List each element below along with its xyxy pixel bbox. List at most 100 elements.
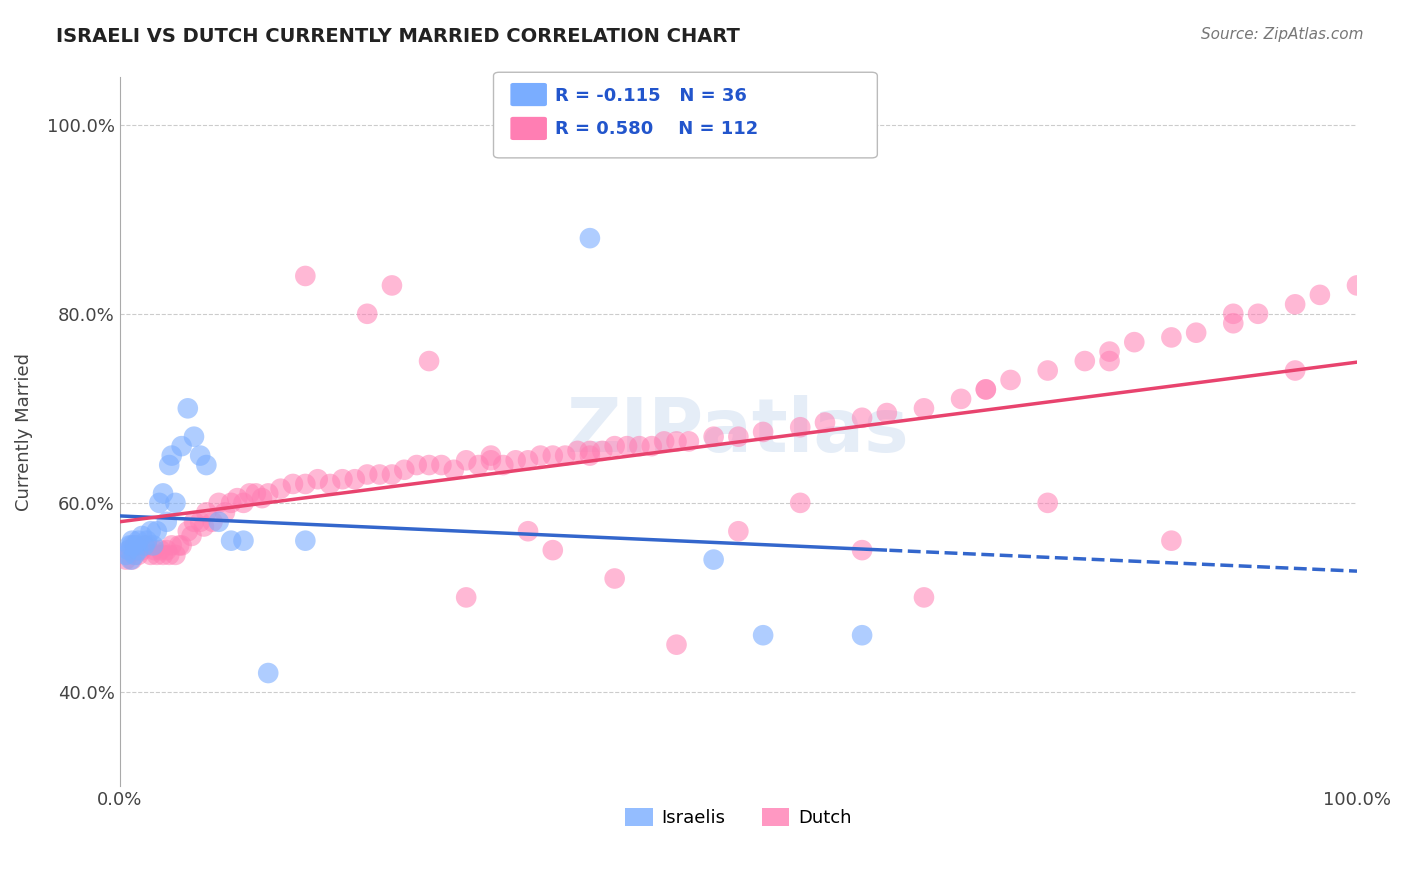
Point [139, 524, 162, 539]
Point [219, 496, 242, 510]
Point [165, 496, 187, 510]
Point [127, 533, 149, 548]
Point [381, 278, 404, 293]
Point [579, 443, 602, 458]
Point [1185, 326, 1208, 340]
Point [127, 543, 149, 558]
Point [591, 443, 613, 458]
Point [554, 449, 576, 463]
Point [219, 533, 242, 548]
Point [118, 538, 141, 552]
Point [156, 543, 179, 558]
Point [149, 543, 172, 558]
Point [136, 533, 159, 548]
Point [117, 543, 139, 558]
Point [974, 383, 997, 397]
Point [124, 538, 146, 552]
Point [492, 458, 515, 472]
Point [665, 434, 688, 449]
Point [250, 491, 273, 505]
Point [170, 538, 193, 552]
Point [789, 420, 811, 434]
Point [134, 538, 156, 552]
Point [1160, 533, 1182, 548]
Point [131, 543, 153, 558]
Point [148, 496, 170, 510]
Point [851, 543, 873, 558]
Point [118, 543, 141, 558]
Point [974, 383, 997, 397]
Point [517, 453, 540, 467]
Point [177, 524, 200, 539]
Point [394, 463, 416, 477]
Point [1284, 363, 1306, 377]
Point [405, 458, 427, 472]
Point [652, 434, 675, 449]
Point [814, 416, 837, 430]
Point [193, 519, 215, 533]
Point [443, 463, 465, 477]
Point [121, 533, 143, 548]
Point [121, 552, 143, 566]
Text: Source: ZipAtlas.com: Source: ZipAtlas.com [1201, 27, 1364, 42]
Point [678, 434, 700, 449]
Point [232, 496, 254, 510]
Point [616, 439, 638, 453]
Point [579, 231, 602, 245]
Point [430, 458, 453, 472]
Point [257, 486, 280, 500]
Point [188, 449, 211, 463]
Point [1074, 354, 1097, 368]
Point [160, 449, 183, 463]
Point [950, 392, 973, 406]
Point [165, 548, 187, 562]
Point [1160, 330, 1182, 344]
Point [1123, 335, 1146, 350]
Point [665, 638, 688, 652]
Point [131, 529, 153, 543]
Text: ISRAELI VS DUTCH CURRENTLY MARRIED CORRELATION CHART: ISRAELI VS DUTCH CURRENTLY MARRIED CORRE… [56, 27, 740, 45]
Point [188, 515, 211, 529]
Point [517, 524, 540, 539]
Point [319, 477, 342, 491]
Point [727, 430, 749, 444]
Point [467, 458, 489, 472]
Point [136, 538, 159, 552]
Point [703, 552, 725, 566]
Point [257, 666, 280, 681]
Point [479, 449, 502, 463]
Point [529, 449, 551, 463]
Point [160, 538, 183, 552]
Point [567, 443, 589, 458]
Point [752, 425, 775, 439]
Point [157, 458, 180, 472]
Point [195, 458, 218, 472]
Point [125, 538, 148, 552]
Text: R = -0.115   N = 36: R = -0.115 N = 36 [555, 87, 747, 104]
Point [332, 472, 354, 486]
Point [343, 472, 366, 486]
Point [703, 430, 725, 444]
Point [156, 515, 179, 529]
Point [142, 538, 165, 552]
Point [232, 533, 254, 548]
Point [912, 591, 935, 605]
Point [418, 458, 440, 472]
Point [294, 533, 316, 548]
Point [456, 591, 478, 605]
Point [541, 543, 564, 558]
Y-axis label: Currently Married: Currently Married [15, 353, 32, 511]
Point [157, 548, 180, 562]
Point [180, 529, 202, 543]
Point [226, 491, 249, 505]
Point [1346, 278, 1368, 293]
Point [152, 548, 174, 562]
Point [1309, 288, 1331, 302]
Point [124, 548, 146, 562]
Point [456, 453, 478, 467]
Point [727, 524, 749, 539]
Point [115, 552, 138, 566]
Point [789, 496, 811, 510]
Point [1000, 373, 1022, 387]
Point [1036, 363, 1059, 377]
